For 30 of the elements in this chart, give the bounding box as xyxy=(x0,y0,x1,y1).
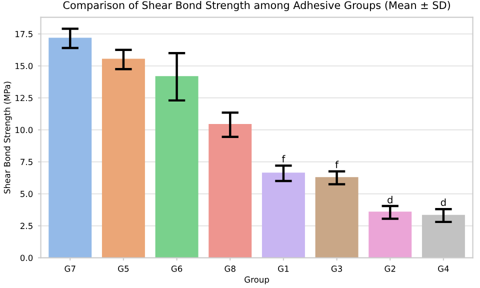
bar xyxy=(368,212,412,258)
y-axis-title: Shear Bond Strength (MPa) xyxy=(4,82,12,194)
x-tick-label: G7 xyxy=(64,266,76,272)
y-tick-label: 7.5 xyxy=(20,158,32,166)
x-tick-label: G3 xyxy=(331,266,342,272)
bar xyxy=(315,177,358,258)
annotation: f xyxy=(282,154,286,162)
x-tick-label: G4 xyxy=(438,266,449,272)
annotation: d xyxy=(440,198,446,206)
annotation: d xyxy=(388,196,392,204)
bar xyxy=(208,124,252,258)
bar xyxy=(155,76,198,258)
chart-title: Comparison of Shear Bond Strength among Adhesive Groups (Mean ± SD) xyxy=(63,1,450,12)
x-tick-label: G8 xyxy=(224,266,236,272)
y-tick-label: 17.5 xyxy=(16,31,32,38)
x-tick-label: G5 xyxy=(118,266,129,272)
y-tick-label: 5.0 xyxy=(20,190,33,198)
bar xyxy=(102,58,145,258)
y-tick-label: 10.0 xyxy=(16,126,33,134)
annotation: f xyxy=(335,160,339,168)
x-tick-label: G2 xyxy=(384,266,396,272)
bar xyxy=(262,172,305,258)
y-tick-label: 0.0 xyxy=(20,254,33,262)
y-tick-label: 12.5 xyxy=(16,94,32,102)
x-axis-title: Group xyxy=(244,276,270,284)
x-tick-label: G6 xyxy=(171,266,182,272)
y-tick-label: 15.0 xyxy=(16,62,33,70)
bar xyxy=(48,38,92,258)
x-tick-label: G1 xyxy=(278,266,289,272)
y-tick-label: 2.5 xyxy=(20,222,32,230)
